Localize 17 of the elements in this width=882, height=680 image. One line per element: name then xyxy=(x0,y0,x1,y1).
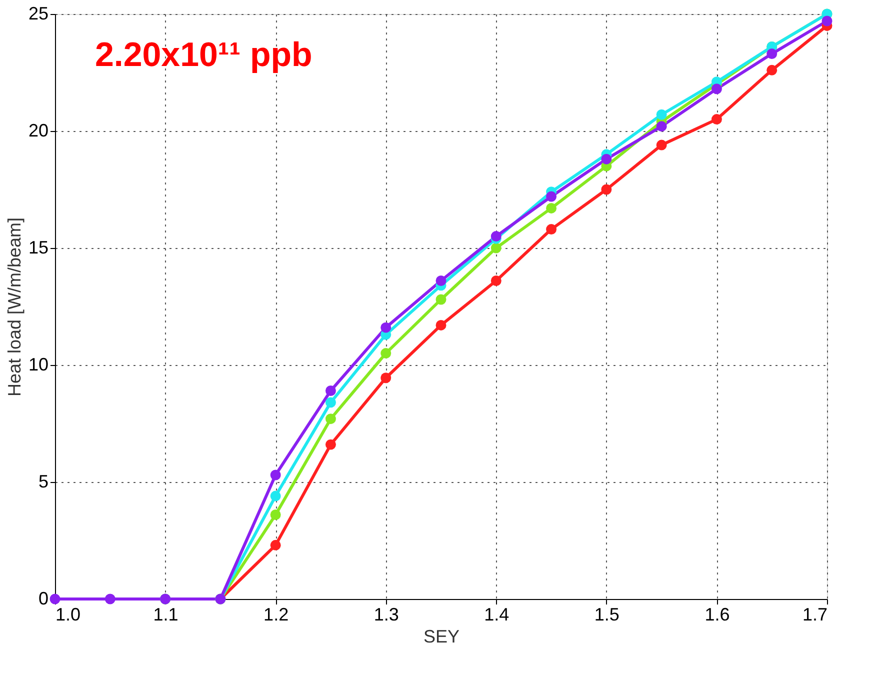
y-tick-label: 25 xyxy=(28,4,48,24)
x-tick-label: 1.3 xyxy=(374,604,399,624)
y-tick-label: 15 xyxy=(28,238,48,258)
y-axis-title: Heat load [W/m/beam] xyxy=(4,217,24,397)
y-tick-label: 10 xyxy=(28,354,48,374)
x-tick-label: 1.1 xyxy=(153,604,178,624)
y-tick-label: 5 xyxy=(38,472,48,492)
y-tick-label: 20 xyxy=(28,120,48,140)
x-tick-label: 1.0 xyxy=(56,604,81,624)
x-tick-label: 1.5 xyxy=(594,604,620,624)
y-tick-label: 0 xyxy=(38,588,48,608)
x-tick-label: 1.6 xyxy=(704,604,730,624)
annotation: 2.20x10¹¹ ppb xyxy=(95,36,312,74)
x-tick-label: 1.7 xyxy=(802,604,828,624)
x-axis-title: SEY xyxy=(423,626,460,646)
x-tick-label: 1.2 xyxy=(264,604,289,624)
x-tick-label: 1.4 xyxy=(484,604,510,624)
